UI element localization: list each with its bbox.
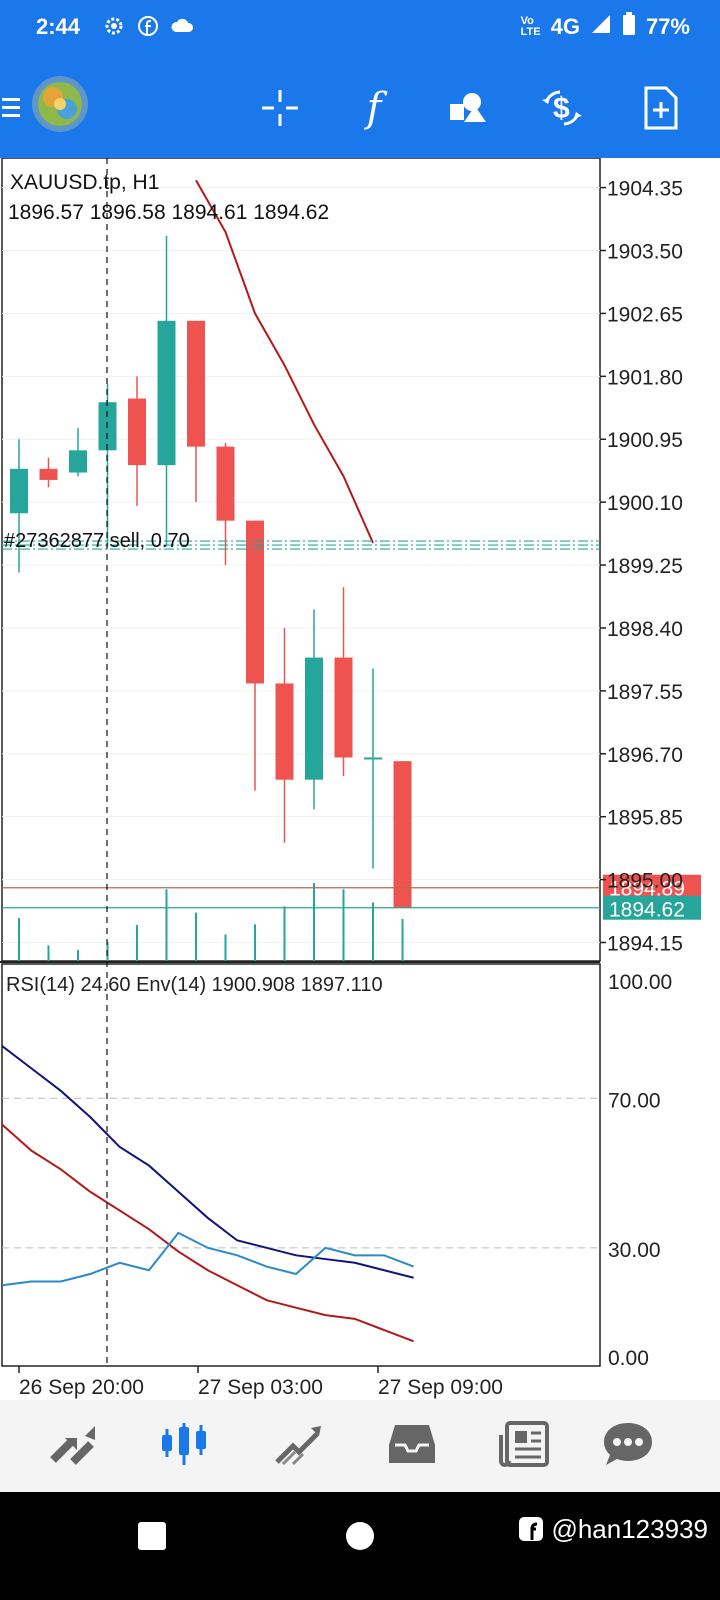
time-tick-label: 26 Sep 20:00 bbox=[19, 1376, 144, 1399]
price-tick-label: 1900.10 bbox=[607, 492, 683, 515]
chart-area[interactable]: 100.00 70.00 30.00 0.00 1894.89 1894.62 1904… bbox=[0, 157, 720, 1400]
time-tick-label: 27 Sep 03:00 bbox=[198, 1376, 323, 1399]
candle-body[interactable] bbox=[246, 520, 264, 684]
candle-body[interactable] bbox=[10, 468, 28, 514]
recent-apps-button[interactable] bbox=[138, 1522, 166, 1550]
battery-percent: 77% bbox=[645, 14, 690, 39]
price-tick-label: 1895.00 bbox=[607, 870, 683, 893]
bid-price-tag-label: 1894.62 bbox=[609, 899, 685, 922]
candle-body[interactable] bbox=[305, 657, 323, 780]
nav-chart-button[interactable] bbox=[156, 1418, 212, 1474]
price-tick-label: 1904.35 bbox=[607, 178, 683, 201]
newspaper-icon bbox=[499, 1420, 549, 1472]
time-axis: 26 Sep 20:00 27 Sep 03:00 27 Sep 09:00 bbox=[18, 1366, 503, 1399]
rsi-panel-frame bbox=[1, 963, 601, 1367]
menu-icon[interactable] bbox=[0, 84, 24, 132]
price-tick-label: 1898.40 bbox=[607, 618, 683, 641]
order-label[interactable]: #27362877 sell, 0.70 bbox=[4, 530, 190, 552]
candle-body[interactable] bbox=[216, 446, 235, 521]
rsi-envelope-upper-line bbox=[1, 1045, 414, 1279]
rsi-tick-label: 100.00 bbox=[608, 971, 672, 994]
rsi-tick-label: 70.00 bbox=[608, 1089, 661, 1112]
inbox-tray-icon bbox=[387, 1421, 437, 1472]
rsi-envelope-lower-line bbox=[1, 1123, 414, 1343]
trade-trend-icon bbox=[273, 1422, 323, 1471]
ohlc-values-label: 1896.57 1896.58 1894.61 1894.62 bbox=[8, 201, 329, 224]
symbol-timeframe-label: XAUUSD.tp, H1 bbox=[10, 171, 159, 194]
time-tick-label: 27 Sep 09:00 bbox=[378, 1376, 503, 1399]
chat-bubble-icon bbox=[602, 1421, 654, 1472]
objects-shapes-icon[interactable] bbox=[444, 84, 492, 132]
indicators-function-button[interactable]: f bbox=[350, 84, 398, 132]
candle-body[interactable] bbox=[364, 757, 382, 760]
nav-news-button[interactable] bbox=[496, 1418, 552, 1474]
price-tick-label: 1903.50 bbox=[607, 241, 683, 264]
rsi-tick-label: 30.00 bbox=[608, 1239, 661, 1262]
candle-body[interactable] bbox=[275, 683, 294, 780]
envelope-upper-line bbox=[195, 179, 374, 544]
home-button[interactable] bbox=[346, 1522, 374, 1550]
rsi-line bbox=[1, 1231, 414, 1287]
nav-trade-button[interactable] bbox=[270, 1418, 326, 1474]
main-panel-frame bbox=[1, 157, 601, 962]
signal-icon bbox=[590, 13, 612, 41]
price-tick-label: 1901.80 bbox=[607, 366, 683, 389]
envelope-line bbox=[195, 179, 374, 544]
grid bbox=[2, 187, 600, 943]
trade-dollar-icon[interactable]: $ bbox=[538, 84, 586, 132]
price-tick-label: 1895.85 bbox=[607, 807, 683, 830]
volte-icon: Vo LTE bbox=[520, 15, 541, 38]
watermark: @han123939 bbox=[518, 1514, 708, 1545]
status-time: 2:44 bbox=[36, 14, 81, 39]
ask-price-tag-label: 1894.89 bbox=[609, 878, 685, 901]
ask-price-tag bbox=[603, 874, 701, 899]
new-order-document-icon[interactable] bbox=[636, 84, 684, 132]
candle-body[interactable] bbox=[69, 450, 87, 473]
candle-body[interactable] bbox=[128, 398, 146, 466]
rsi-lines: 100.00 70.00 30.00 0.00 bbox=[1, 971, 672, 1370]
nav-history-button[interactable] bbox=[384, 1418, 440, 1474]
price-axis[interactable]: 1904.35 1903.50 1902.65 1901.80 1900.95 1900.… bbox=[600, 178, 683, 956]
bid-price-tag bbox=[603, 895, 701, 920]
crosshair-icon[interactable] bbox=[256, 84, 304, 132]
network-type: 4G bbox=[550, 14, 580, 39]
candle-body[interactable] bbox=[39, 468, 58, 480]
price-tick-label: 1902.65 bbox=[607, 303, 683, 326]
candles[interactable] bbox=[10, 235, 412, 909]
candle-body[interactable] bbox=[187, 320, 205, 447]
system-navigation-bar: @han123939 bbox=[0, 1492, 720, 1600]
chart-toolbar: f $ bbox=[0, 58, 720, 158]
svg-text:$: $ bbox=[553, 92, 570, 125]
quotes-arrows-icon bbox=[47, 1422, 97, 1471]
nav-quotes-button[interactable] bbox=[44, 1418, 100, 1474]
candle-body[interactable] bbox=[157, 320, 176, 466]
bottom-navigation bbox=[0, 1400, 720, 1492]
price-tick-label: 1896.70 bbox=[607, 744, 683, 767]
status-bar: 2:44 Vo LTE 4G 77% bbox=[0, 0, 720, 58]
price-tick-label: 1894.15 bbox=[607, 932, 683, 955]
nav-messages-button[interactable] bbox=[600, 1418, 656, 1474]
metatrader-logo[interactable] bbox=[30, 74, 90, 134]
price-tick-label: 1900.95 bbox=[607, 429, 683, 452]
indicator-values-label: RSI(14) 24.60 Env(14) 1900.908 1897.110 bbox=[6, 974, 383, 996]
settings-gear-icon bbox=[102, 14, 126, 43]
cloud-icon bbox=[170, 14, 196, 43]
candle-body[interactable] bbox=[334, 657, 353, 758]
rsi-tick-label: 0.00 bbox=[608, 1347, 649, 1370]
price-tick-label: 1897.55 bbox=[607, 681, 683, 704]
candlestick-chart-icon bbox=[158, 1421, 210, 1472]
volume-bars bbox=[18, 883, 404, 961]
candle-body[interactable] bbox=[393, 761, 412, 908]
price-tick-label: 1899.25 bbox=[607, 555, 683, 578]
function-icon: f bbox=[366, 85, 382, 131]
facebook-icon bbox=[136, 14, 160, 43]
battery-icon bbox=[622, 12, 636, 42]
